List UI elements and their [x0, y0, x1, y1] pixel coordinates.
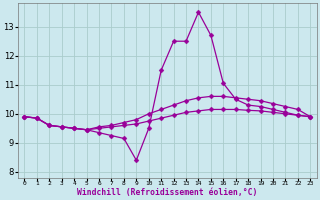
X-axis label: Windchill (Refroidissement éolien,°C): Windchill (Refroidissement éolien,°C)	[77, 188, 258, 197]
